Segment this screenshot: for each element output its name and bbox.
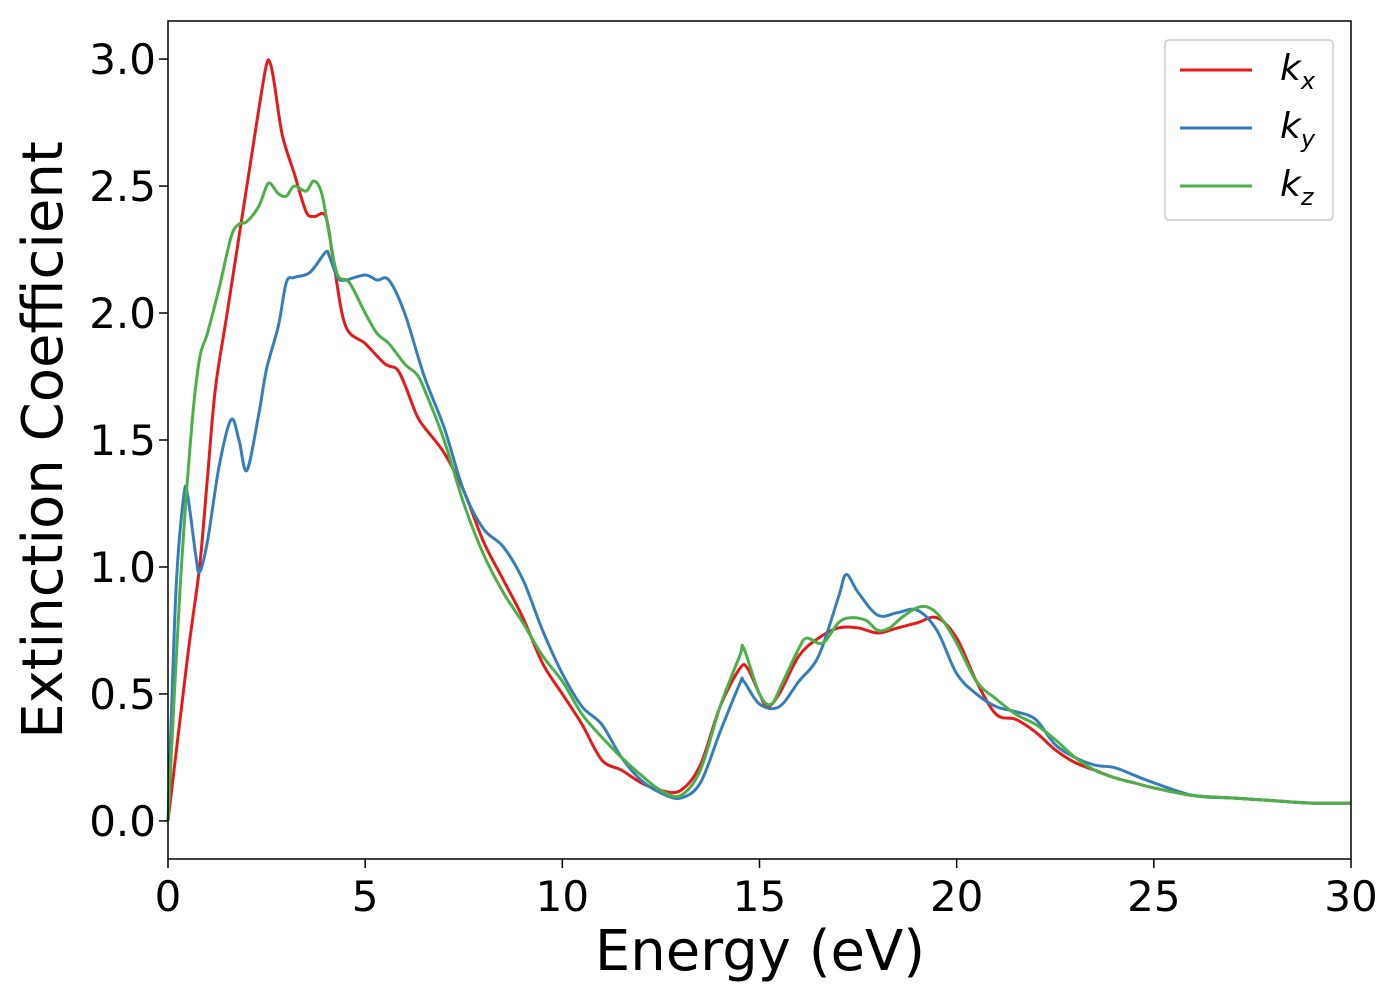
y-tick-label: 1.5	[89, 416, 156, 465]
legend-label-x: kx	[1280, 48, 1316, 95]
series-line-x	[166, 58, 1352, 822]
y-tick-label: 3.0	[89, 35, 156, 84]
legend-box	[1164, 39, 1334, 221]
x-tick-label: 10	[536, 872, 589, 921]
y-tick-label: 0.5	[89, 670, 156, 719]
x-tick-label: 15	[733, 872, 786, 921]
x-tick-label: 25	[1127, 872, 1180, 921]
legend: kx ky kz	[1164, 39, 1334, 221]
x-tick-label: 0	[155, 872, 182, 921]
y-tick-label: 0.0	[89, 797, 156, 846]
legend-label-z: kz	[1280, 164, 1315, 211]
x-tick-label: 30	[1324, 872, 1377, 921]
y-tick-label: 2.5	[89, 162, 156, 211]
x-tick-label: 5	[352, 872, 379, 921]
series-line-y	[166, 249, 1352, 821]
series-layer	[166, 58, 1352, 822]
y-tick-label: 1.0	[89, 543, 156, 592]
x-axis-label: Energy (eV)	[595, 919, 925, 984]
y-axis-label: Extinction Coefficient	[11, 141, 76, 739]
y-tick-label: 2.0	[89, 289, 156, 338]
x-tick-label: 20	[930, 872, 983, 921]
y-axis-ticks: 0.0 0.5 1.0 1.5 2.0 2.5 3.0	[89, 35, 168, 846]
series-line-z	[166, 179, 1352, 821]
legend-entries: kx ky kz	[1180, 48, 1316, 211]
legend-label-y: ky	[1280, 106, 1316, 153]
x-axis-ticks: 0 5 10 15 20 25 30	[155, 859, 1378, 921]
